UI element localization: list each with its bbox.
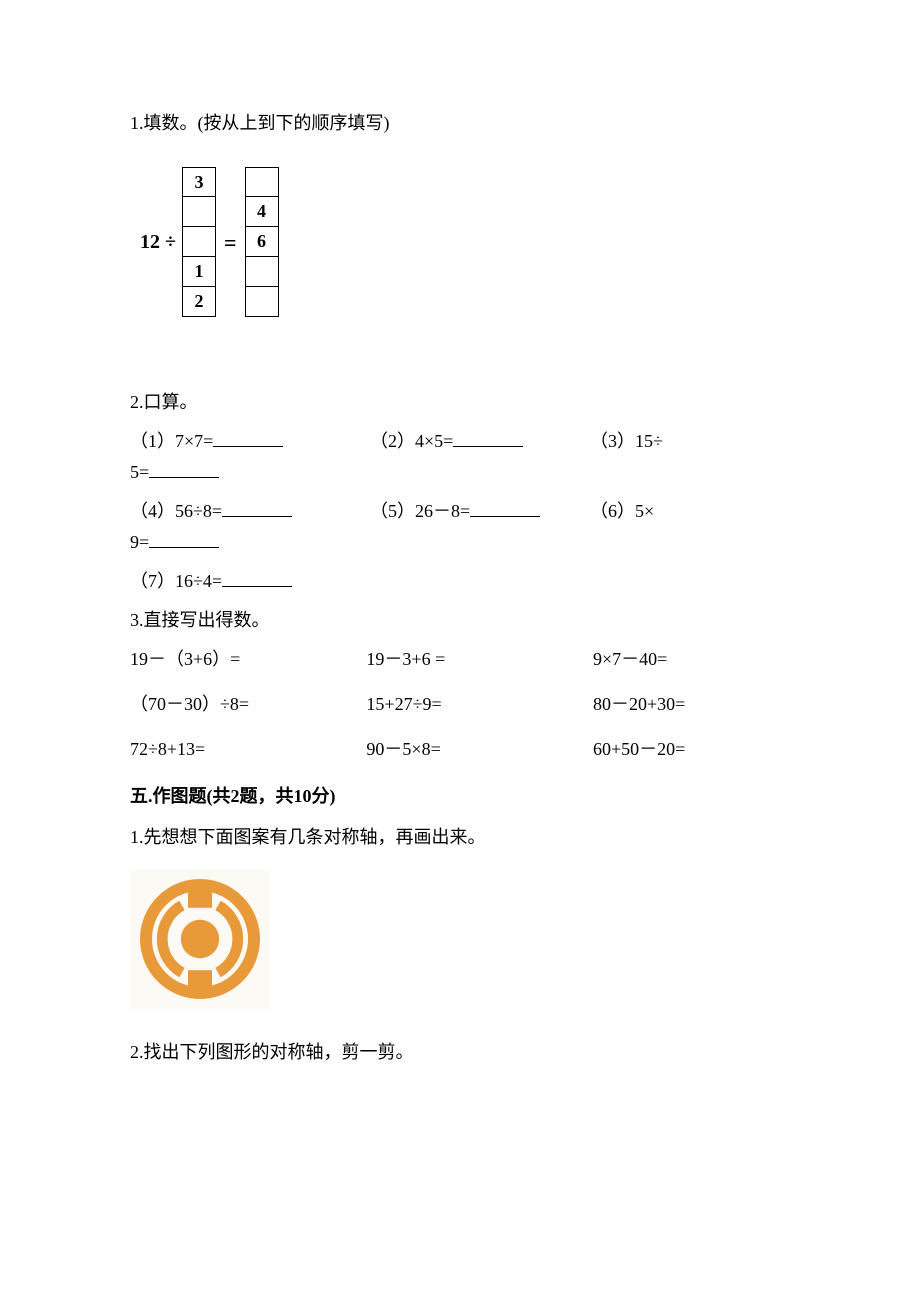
q1-right-cell: [245, 167, 279, 197]
q2-row: （4）56÷8= （5）26－8= （6）5×: [130, 498, 790, 525]
q2-row: （1）7×7= （2）4×5= （3）15÷: [130, 428, 790, 455]
q2-item: （6）5×: [590, 498, 790, 525]
q1-right-cell: 6: [245, 227, 279, 257]
q3-item: 72÷8+13=: [130, 736, 366, 763]
q3-row: 19－（3+6）= 19－3+6 = 9×7－40=: [130, 646, 790, 673]
blank-line: [222, 498, 292, 517]
symmetry-icon: [140, 879, 260, 999]
q3-item: 9×7－40=: [593, 646, 790, 673]
q2-row: （7）16÷4=: [130, 568, 790, 595]
q2-item: 5=: [130, 459, 219, 486]
q3-item: （70－30）÷8=: [130, 691, 366, 718]
blank-line: [149, 529, 219, 548]
q2-label: 5=: [130, 462, 149, 482]
q3-item: 80－20+30=: [593, 691, 790, 718]
q2-label: （3）15÷: [590, 431, 663, 451]
q2-title: 2.口算。: [130, 389, 790, 416]
page-content: 1.填数。(按从上到下的顺序填写) 12 ÷ 3 1 2 = 4 6 2.口算。…: [0, 0, 920, 1302]
q2-item: （5）26－8=: [370, 498, 590, 525]
q2-label: （2）4×5=: [370, 431, 453, 451]
q1-left-column: 3 1 2: [182, 167, 216, 317]
q3-item: 15+27÷9=: [366, 691, 593, 718]
q1-left-cell: [182, 227, 216, 257]
q1-left-cell: [182, 197, 216, 227]
equals-sign: =: [224, 226, 237, 259]
blank-line: [213, 428, 283, 447]
section5-q2: 2.找出下列图形的对称轴，剪一剪。: [130, 1039, 790, 1066]
q3-row: （70－30）÷8= 15+27÷9= 80－20+30=: [130, 691, 790, 718]
q2-item: （4）56÷8=: [130, 498, 370, 525]
q1-left-cell: 3: [182, 167, 216, 197]
q3-item: 19－（3+6）=: [130, 646, 366, 673]
blank-line: [453, 428, 523, 447]
q2-row: 5=: [130, 459, 790, 486]
q2-label: （5）26－8=: [370, 501, 470, 521]
section5-header: 五.作图题(共2题，共10分): [130, 783, 790, 810]
q1-right-cell: 4: [245, 197, 279, 227]
q1-right-column: 4 6: [245, 167, 279, 317]
q2-label: （6）5×: [590, 501, 654, 521]
q2-label: 9=: [130, 532, 149, 552]
q3-item: 19－3+6 =: [366, 646, 593, 673]
q1-figure: 12 ÷ 3 1 2 = 4 6: [140, 167, 790, 317]
blank-line: [149, 459, 219, 478]
section5-q1: 1.先想想下面图案有几条对称轴，再画出来。: [130, 824, 790, 851]
q2-item: 9=: [130, 529, 219, 556]
q2-item: （3）15÷: [590, 428, 790, 455]
q3-item: 90－5×8=: [366, 736, 593, 763]
q1-left-cell: 2: [182, 287, 216, 317]
q1-lhs: 12 ÷: [140, 227, 176, 257]
q1-left-cell: 1: [182, 257, 216, 287]
blank-line: [222, 568, 292, 587]
q2-label: （1）7×7=: [130, 431, 213, 451]
q3-item: 60+50－20=: [593, 736, 790, 763]
q2-label: （4）56÷8=: [130, 501, 222, 521]
q1-right-cell: [245, 287, 279, 317]
q3-title: 3.直接写出得数。: [130, 607, 790, 634]
blank-line: [470, 498, 540, 517]
q2-row: 9=: [130, 529, 790, 556]
q2-label: （7）16÷4=: [130, 571, 222, 591]
q2-item: （1）7×7=: [130, 428, 370, 455]
q2-item: （2）4×5=: [370, 428, 590, 455]
q1-title: 1.填数。(按从上到下的顺序填写): [130, 110, 790, 137]
q2-item: （7）16÷4=: [130, 568, 370, 595]
q3-row: 72÷8+13= 90－5×8= 60+50－20=: [130, 736, 790, 763]
symmetry-figure: [130, 869, 270, 1009]
q1-right-cell: [245, 257, 279, 287]
